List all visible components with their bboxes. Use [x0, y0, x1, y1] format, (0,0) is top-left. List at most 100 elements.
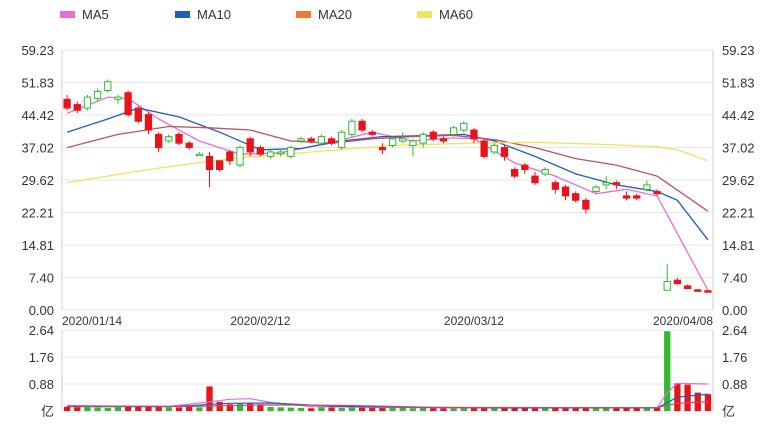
- candle[interactable]: [653, 189, 661, 196]
- candle[interactable]: [73, 101, 81, 114]
- candle[interactable]: [277, 149, 285, 157]
- volume-bar[interactable]: [450, 407, 457, 411]
- candle[interactable]: [521, 162, 529, 174]
- candle[interactable]: [602, 176, 610, 190]
- volume-bar[interactable]: [704, 394, 712, 411]
- candle[interactable]: [673, 277, 682, 285]
- volume-bar[interactable]: [257, 404, 264, 411]
- volume-bar[interactable]: [155, 406, 162, 411]
- volume-bar[interactable]: [521, 408, 528, 411]
- candle[interactable]: [541, 167, 549, 177]
- volume-bar[interactable]: [389, 407, 396, 411]
- volume-bar[interactable]: [562, 407, 569, 411]
- volume-bar[interactable]: [592, 408, 600, 411]
- volume-bar[interactable]: [440, 408, 447, 411]
- candle[interactable]: [104, 79, 112, 93]
- candle[interactable]: [83, 94, 92, 111]
- volume-bar[interactable]: [531, 408, 539, 411]
- volume-bar[interactable]: [348, 407, 356, 411]
- volume-bar[interactable]: [369, 407, 376, 411]
- candle[interactable]: [307, 136, 315, 144]
- volume-bar[interactable]: [114, 407, 122, 411]
- candle[interactable]: [205, 151, 214, 188]
- candle[interactable]: [429, 130, 437, 141]
- volume-bar[interactable]: [104, 407, 111, 411]
- volume-bar[interactable]: [633, 407, 640, 411]
- volume-bar[interactable]: [84, 407, 91, 411]
- volume-bar[interactable]: [582, 408, 590, 411]
- volume-bar[interactable]: [236, 403, 244, 411]
- volume-bar[interactable]: [185, 406, 193, 411]
- volume-bar[interactable]: [338, 407, 345, 411]
- candle[interactable]: [551, 180, 559, 194]
- legend-item-ma10[interactable]: MA10: [175, 7, 231, 22]
- candle[interactable]: [449, 125, 458, 137]
- volume-bar[interactable]: [501, 408, 508, 411]
- candle[interactable]: [561, 184, 570, 201]
- volume-bar[interactable]: [63, 406, 71, 411]
- candle[interactable]: [480, 138, 488, 159]
- candle[interactable]: [287, 145, 295, 159]
- legend-item-ma20[interactable]: MA20: [296, 7, 352, 22]
- legend-item-ma5[interactable]: MA5: [60, 7, 109, 22]
- volume-bar[interactable]: [135, 406, 142, 411]
- candle[interactable]: [694, 288, 702, 292]
- volume-bar[interactable]: [623, 407, 630, 411]
- volume-bar[interactable]: [409, 408, 417, 411]
- volume-bar[interactable]: [196, 407, 203, 411]
- volume-bar[interactable]: [491, 408, 498, 411]
- volume-bar[interactable]: [470, 407, 478, 411]
- candle[interactable]: [500, 145, 509, 161]
- candle[interactable]: [175, 132, 183, 146]
- candle[interactable]: [256, 145, 265, 157]
- candle[interactable]: [348, 119, 356, 137]
- candle[interactable]: [633, 193, 641, 201]
- volume-bar[interactable]: [552, 408, 559, 411]
- candle[interactable]: [185, 140, 193, 150]
- volume-bar[interactable]: [358, 406, 366, 411]
- volume-bar[interactable]: [206, 386, 213, 411]
- candle[interactable]: [388, 136, 397, 148]
- candle[interactable]: [704, 289, 712, 293]
- candle[interactable]: [612, 180, 621, 190]
- volume-bar[interactable]: [603, 407, 610, 411]
- candle[interactable]: [419, 132, 427, 148]
- candle[interactable]: [216, 160, 224, 172]
- volume-bar[interactable]: [297, 407, 305, 411]
- volume-bar[interactable]: [653, 407, 661, 411]
- candle[interactable]: [643, 180, 651, 192]
- candle[interactable]: [226, 149, 234, 166]
- volume-bar[interactable]: [542, 408, 549, 411]
- volume-bar[interactable]: [308, 408, 315, 411]
- volume-bar[interactable]: [664, 331, 671, 411]
- candle[interactable]: [154, 132, 163, 152]
- volume-bar[interactable]: [379, 407, 386, 411]
- candle[interactable]: [327, 136, 336, 146]
- volume-bar[interactable]: [277, 407, 284, 411]
- candle[interactable]: [531, 171, 539, 185]
- candle[interactable]: [592, 184, 600, 194]
- candle[interactable]: [297, 136, 305, 144]
- candle[interactable]: [266, 149, 275, 159]
- candle[interactable]: [368, 130, 376, 137]
- volume-bar[interactable]: [165, 407, 172, 411]
- volume-bar[interactable]: [124, 406, 132, 411]
- candle[interactable]: [246, 136, 254, 157]
- volume-bar[interactable]: [430, 407, 437, 411]
- candle[interactable]: [236, 145, 244, 168]
- candle[interactable]: [622, 191, 631, 201]
- candle[interactable]: [439, 136, 448, 144]
- candle[interactable]: [134, 105, 142, 124]
- volume-bar[interactable]: [247, 403, 254, 411]
- candle[interactable]: [144, 112, 153, 135]
- volume-bar[interactable]: [328, 407, 335, 411]
- candle[interactable]: [317, 134, 326, 146]
- volume-bar[interactable]: [399, 407, 406, 411]
- volume-bar[interactable]: [480, 407, 488, 411]
- candle[interactable]: [490, 143, 498, 155]
- volume-bar[interactable]: [613, 407, 620, 411]
- candle[interactable]: [510, 167, 519, 179]
- volume-bar[interactable]: [511, 407, 518, 411]
- volume-bar[interactable]: [175, 407, 183, 411]
- candle[interactable]: [399, 132, 407, 144]
